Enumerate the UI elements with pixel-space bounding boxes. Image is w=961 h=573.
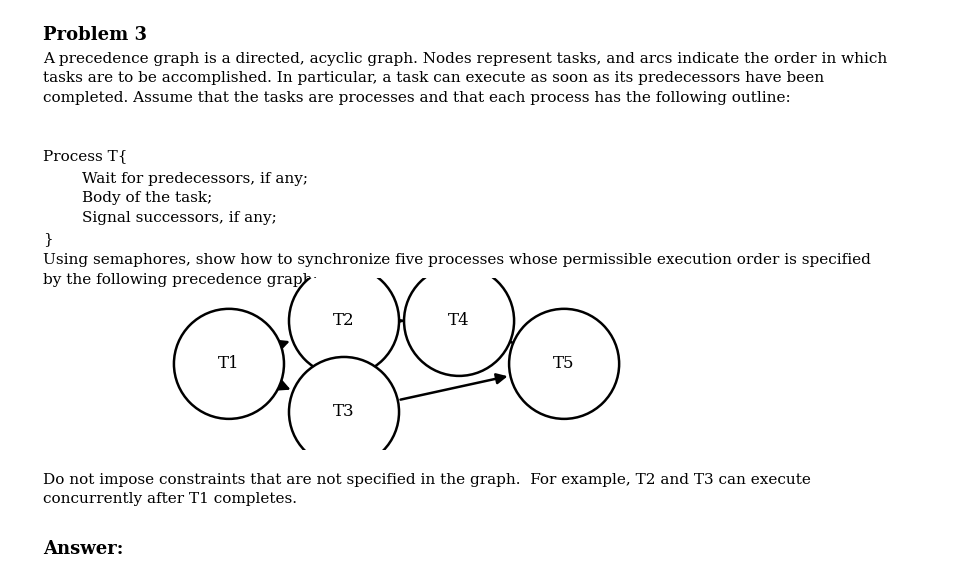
Text: Problem 3: Problem 3	[43, 26, 147, 44]
Text: Wait for predecessors, if any;
        Body of the task;
        Signal successo: Wait for predecessors, if any; Body of t…	[43, 172, 308, 225]
Text: T3: T3	[333, 403, 355, 421]
Text: Answer:: Answer:	[43, 540, 124, 558]
Text: T4: T4	[448, 312, 469, 329]
Text: T1: T1	[218, 355, 239, 372]
Ellipse shape	[288, 266, 399, 376]
Text: A precedence graph is a directed, acyclic graph. Nodes represent tasks, and arcs: A precedence graph is a directed, acycli…	[43, 52, 887, 104]
Ellipse shape	[288, 357, 399, 467]
Ellipse shape	[174, 309, 283, 419]
Text: T5: T5	[553, 355, 575, 372]
Ellipse shape	[508, 309, 619, 419]
Text: Using semaphores, show how to synchronize five processes whose permissible execu: Using semaphores, show how to synchroniz…	[43, 253, 871, 286]
Ellipse shape	[404, 266, 513, 376]
Text: Process T{: Process T{	[43, 149, 128, 163]
Text: Do not impose constraints that are not specified in the graph.  For example, T2 : Do not impose constraints that are not s…	[43, 473, 810, 506]
Text: T2: T2	[333, 312, 355, 329]
Text: }: }	[43, 232, 53, 246]
